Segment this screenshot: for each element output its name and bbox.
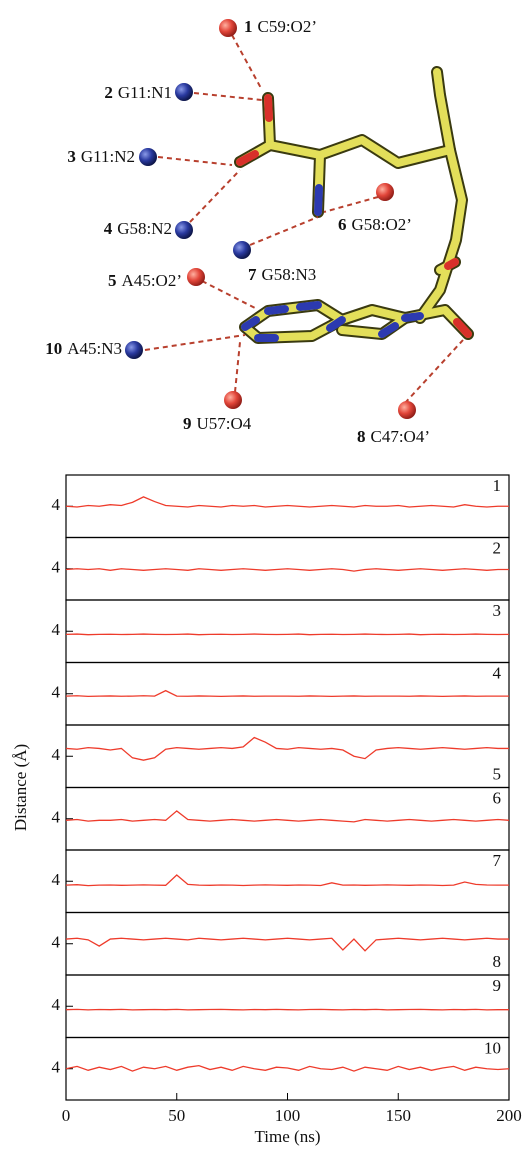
y-tick-label: 4 (52, 745, 61, 764)
x-tick-label: 200 (496, 1106, 522, 1125)
atom-name: G58:N2 (117, 219, 172, 238)
panel-frame (66, 600, 509, 663)
panel-label: 6 (493, 788, 502, 807)
panel-label: 4 (493, 663, 502, 682)
atom-number: 10 (45, 339, 62, 358)
panel-label: 2 (493, 538, 502, 557)
atom (398, 401, 416, 419)
atom-name: C59:O2’ (258, 17, 318, 36)
y-tick-label: 4 (52, 683, 61, 702)
panel-label: 3 (493, 601, 502, 620)
atom (224, 391, 242, 409)
atom (187, 268, 205, 286)
panel-label: 9 (493, 976, 502, 995)
distance-line (66, 634, 509, 635)
x-tick-label: 100 (275, 1106, 301, 1125)
atom (139, 148, 157, 166)
atom-label: 7 G58:N3 (248, 265, 316, 284)
panel-frame (66, 725, 509, 788)
atom-number: 7 (248, 265, 257, 284)
panel-frame (66, 975, 509, 1038)
atom-label: 1 C59:O2’ (244, 17, 317, 36)
atom-label: 8 C47:O4’ (357, 427, 430, 446)
atom (219, 19, 237, 37)
atom-name: A45:N3 (67, 339, 122, 358)
panel-frame (66, 850, 509, 913)
atom (175, 221, 193, 239)
panel-frame (66, 663, 509, 726)
atom-number: 3 (67, 147, 76, 166)
atom-label: 2 G11:N1 (104, 83, 172, 102)
y-tick-label: 4 (52, 1058, 61, 1077)
atom-number: 1 (244, 17, 253, 36)
atom-number: 6 (338, 215, 347, 234)
distance-line (66, 811, 509, 822)
panel-frame (66, 913, 509, 976)
atom-name: G11:N2 (81, 147, 135, 166)
distance-line (66, 691, 509, 697)
panel-label: 7 (493, 851, 502, 870)
atom (233, 241, 251, 259)
atom (125, 341, 143, 359)
atom-label: 6 G58:O2’ (338, 215, 412, 234)
atom-label: 10 A45:N3 (45, 339, 122, 358)
x-tick-label: 0 (62, 1106, 71, 1125)
atom-name: A45:O2’ (122, 271, 182, 290)
panel-label: 1 (493, 476, 502, 495)
atom-name: C47:O4’ (371, 427, 431, 446)
figure: 1C59:O2’2G11:N13G11:N24G58:N25A45:O2’6G5… (0, 0, 525, 1148)
atom (376, 183, 394, 201)
distance-line (66, 738, 509, 761)
y-tick-label: 4 (52, 933, 61, 952)
distance-line (66, 1066, 509, 1071)
atom-number: 2 (104, 83, 113, 102)
panel-frame (66, 788, 509, 851)
atom-label: 3 G11:N2 (67, 147, 135, 166)
atom (175, 83, 193, 101)
page: { "diagram": { "atoms": [ {"number": "1"… (0, 0, 525, 1148)
y-axis-title: Distance (Å) (11, 744, 30, 831)
atom-label: 9 U57:O4 (183, 414, 252, 433)
distance-line (66, 497, 509, 507)
distance-line (66, 938, 509, 951)
atom-number: 9 (183, 414, 192, 433)
y-tick-label: 4 (52, 870, 61, 889)
distance-line (66, 875, 509, 886)
distance-line (66, 569, 509, 571)
atom-name: G58:N3 (262, 265, 317, 284)
panel-label: 5 (493, 764, 502, 783)
atom-number: 5 (108, 271, 117, 290)
y-tick-label: 4 (52, 995, 61, 1014)
atom-label: 5 A45:O2’ (108, 271, 182, 290)
y-tick-label: 4 (52, 495, 61, 514)
x-tick-label: 150 (386, 1106, 412, 1125)
atom-number: 4 (104, 219, 113, 238)
atom-name: G11:N1 (118, 83, 172, 102)
atom-number: 8 (357, 427, 366, 446)
x-axis-title: Time (ns) (255, 1127, 321, 1146)
atom-name: U57:O4 (197, 414, 252, 433)
x-tick-label: 50 (168, 1106, 185, 1125)
y-tick-label: 4 (52, 558, 61, 577)
panel-frame (66, 1038, 509, 1101)
y-tick-label: 4 (52, 620, 61, 639)
panel-label: 8 (493, 952, 502, 971)
molecule (240, 72, 468, 338)
atom-name: G58:O2’ (352, 215, 412, 234)
panel-label: 10 (484, 1038, 501, 1057)
y-tick-label: 4 (52, 808, 61, 827)
